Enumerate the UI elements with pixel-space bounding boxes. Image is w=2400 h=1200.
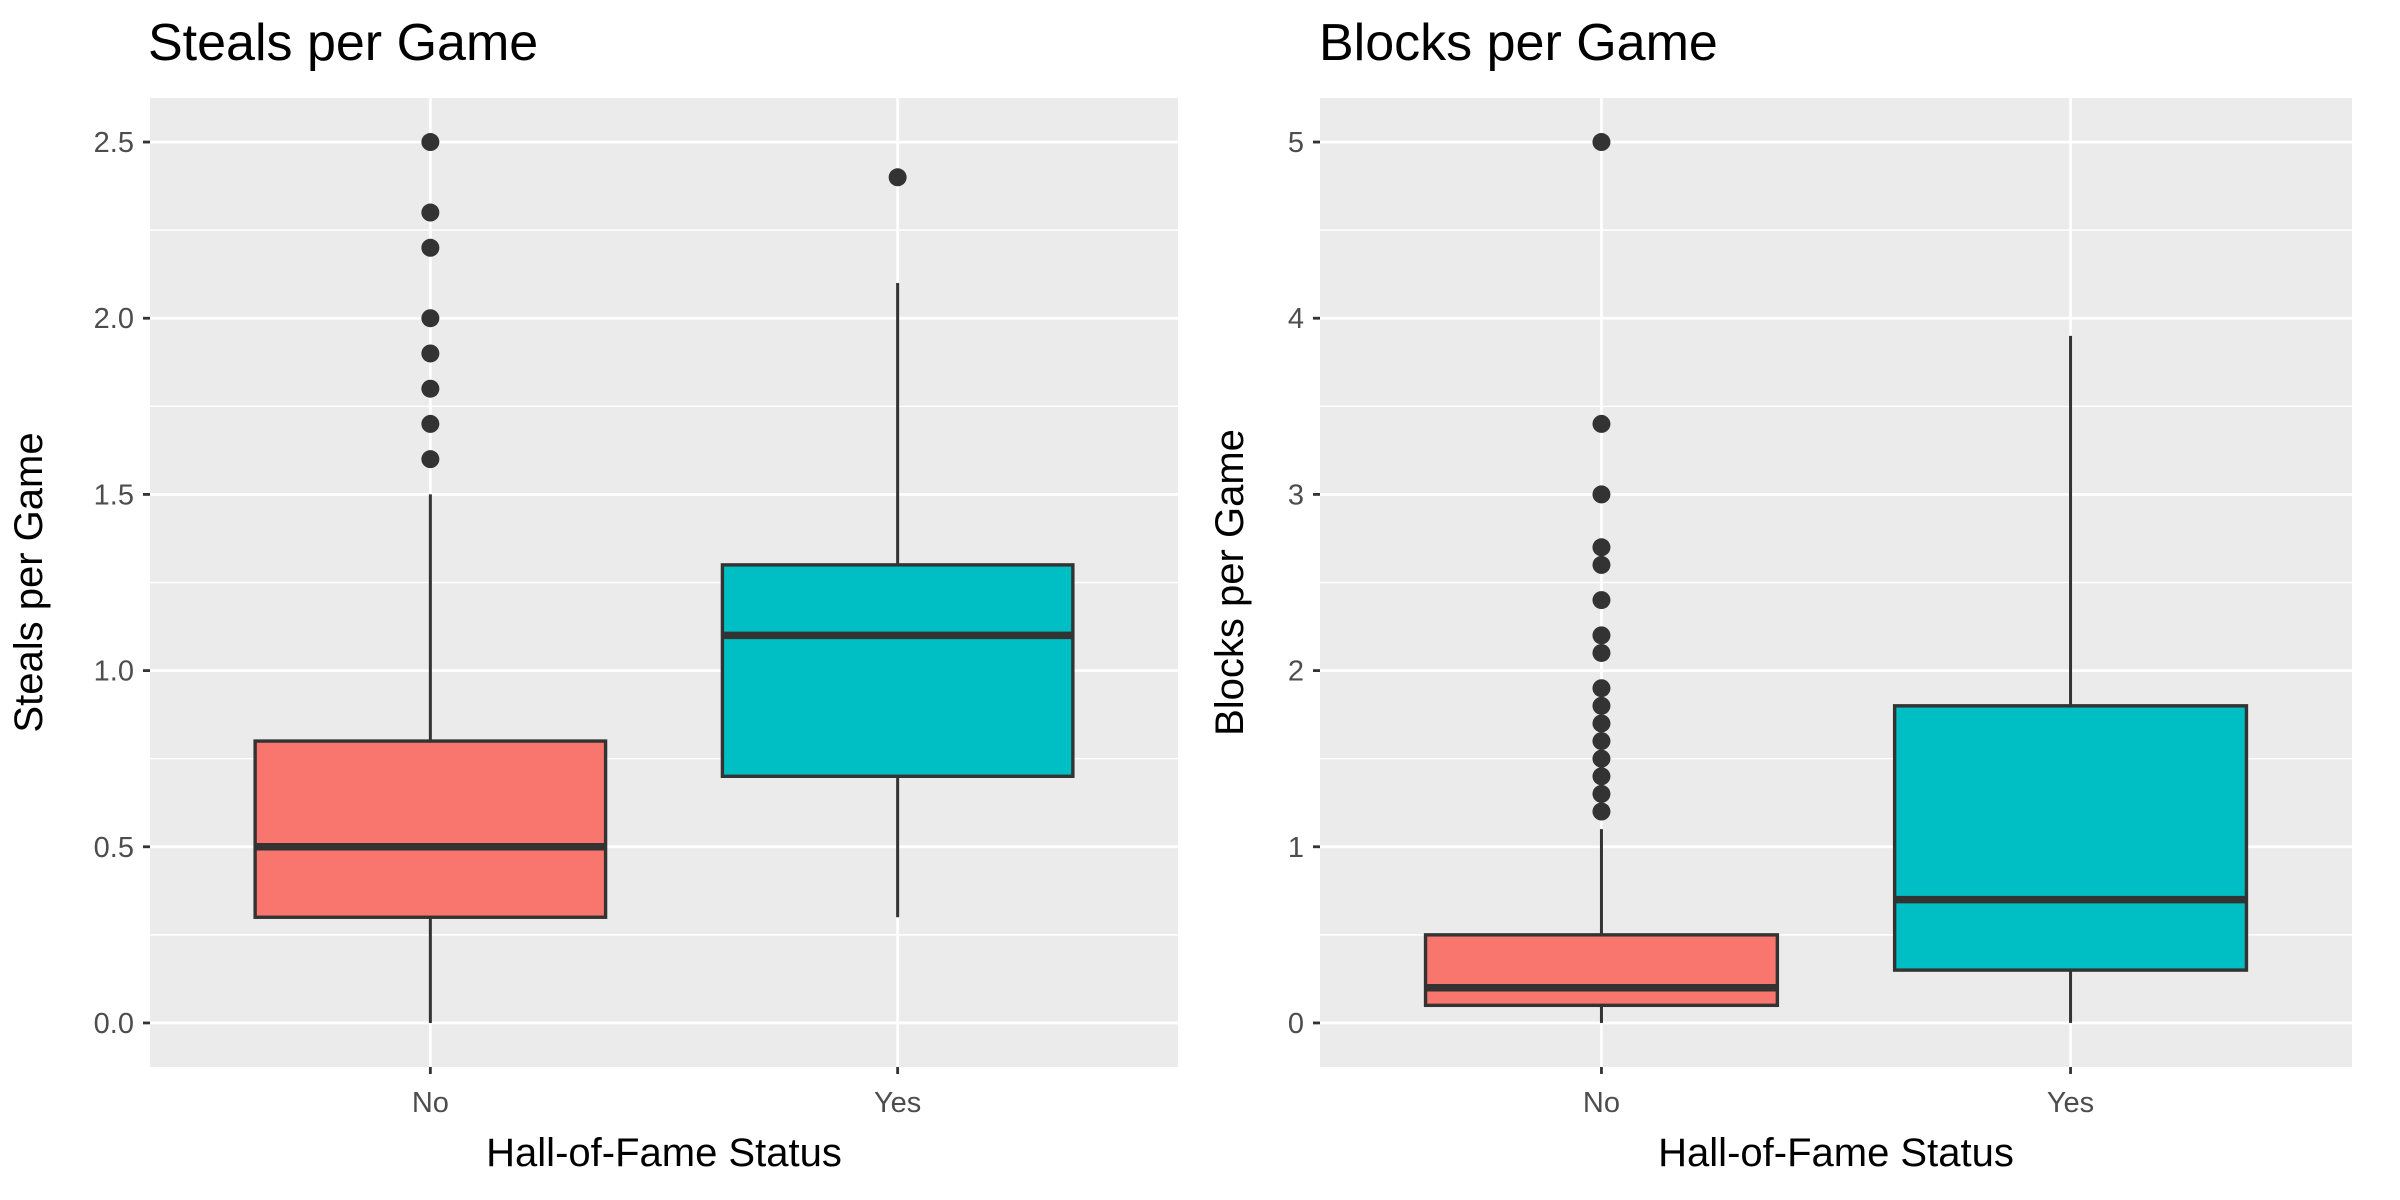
- iqr-box: [720, 563, 1075, 779]
- box-no: [1423, 133, 1780, 1023]
- box-yes: [1892, 335, 2249, 1023]
- outlier-point: [421, 203, 440, 222]
- x-axis-title: Hall-of-Fame Status: [486, 1131, 842, 1175]
- outlier-point: [421, 414, 440, 433]
- y-tick-label: 3: [1288, 479, 1304, 511]
- panel-title: Blocks per Game: [1319, 14, 1718, 72]
- outlier-point: [421, 238, 440, 257]
- y-tick-label: 4: [1288, 303, 1304, 335]
- chart-panel-1: 0.0 0.5 1.0 1.5 2.0 2.5 No Yes Steals per Game Ha…: [7, 14, 1178, 1175]
- y-tick-label: 0: [1288, 1008, 1304, 1040]
- outlier-point: [1592, 696, 1611, 715]
- outlier-point: [1592, 749, 1611, 768]
- y-tick-label: 1.5: [94, 479, 134, 511]
- outlier-point: [1592, 555, 1611, 574]
- outlier-point: [1592, 485, 1611, 504]
- outlier-point: [1592, 732, 1611, 751]
- y-tick-label: 1: [1288, 832, 1304, 864]
- outlier-point: [421, 379, 440, 398]
- outlier-point: [1592, 643, 1611, 662]
- x-axis-title: Hall-of-Fame Status: [1658, 1131, 2014, 1175]
- y-axis-title: Blocks per Game: [1208, 429, 1252, 736]
- x-tick-label: No: [1583, 1087, 1620, 1119]
- outlier-point: [421, 309, 440, 328]
- outlier-point: [1592, 538, 1611, 557]
- iqr-box: [1892, 704, 2249, 972]
- outlier-point: [421, 133, 440, 152]
- iqr-box: [253, 739, 608, 919]
- outlier-point: [1592, 133, 1611, 152]
- outlier-point: [1592, 679, 1611, 698]
- y-axis-title: Steals per Game: [7, 432, 51, 732]
- y-tick-label: 2.5: [94, 127, 134, 159]
- box-no: [253, 133, 608, 1023]
- y-tick-label: 0.5: [94, 832, 134, 864]
- box-yes: [720, 168, 1075, 918]
- chart-panel-2: 0 1 2 3 4 5 No Yes Blocks per Game Hall-of-Fame S…: [1208, 14, 2352, 1175]
- outlier-point: [421, 450, 440, 469]
- panel-title: Steals per Game: [148, 14, 538, 72]
- outlier-point: [1592, 591, 1611, 610]
- y-tick-label: 1.0: [94, 656, 134, 688]
- outlier-point: [1592, 784, 1611, 803]
- outlier-point: [1592, 802, 1611, 821]
- outlier-point: [888, 168, 907, 187]
- y-tick-label: 2: [1288, 656, 1304, 688]
- outlier-point: [1592, 714, 1611, 733]
- y-tick-label: 2.0: [94, 303, 134, 335]
- x-tick-label: No: [412, 1087, 449, 1119]
- x-tick-label: Yes: [874, 1087, 921, 1119]
- outlier-point: [1592, 414, 1611, 433]
- outlier-point: [1592, 767, 1611, 786]
- outlier-point: [1592, 626, 1611, 645]
- iqr-box: [1423, 933, 1780, 1008]
- x-tick-label: Yes: [2047, 1087, 2094, 1119]
- y-tick-label: 0.0: [94, 1008, 134, 1040]
- y-tick-label: 5: [1288, 127, 1304, 159]
- outlier-point: [421, 344, 440, 363]
